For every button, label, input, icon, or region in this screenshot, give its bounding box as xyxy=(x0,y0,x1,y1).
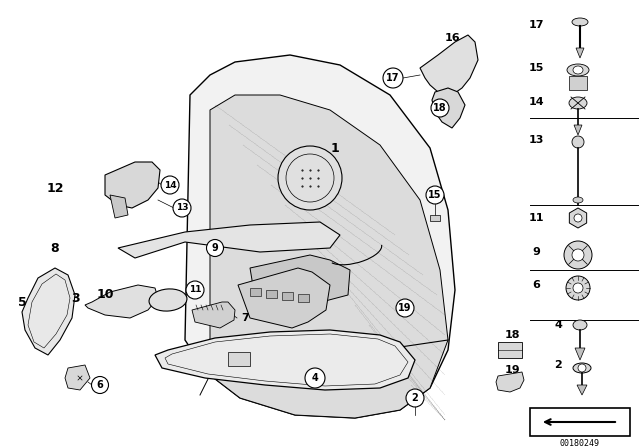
Circle shape xyxy=(92,376,109,393)
Text: 16: 16 xyxy=(444,33,460,43)
Circle shape xyxy=(406,389,424,407)
Polygon shape xyxy=(22,268,75,355)
Ellipse shape xyxy=(149,289,187,311)
Text: 18: 18 xyxy=(504,330,520,340)
Polygon shape xyxy=(420,35,478,98)
Text: 9: 9 xyxy=(212,243,218,253)
Circle shape xyxy=(566,276,590,300)
Ellipse shape xyxy=(569,97,587,109)
Text: 7: 7 xyxy=(241,313,249,323)
Text: 9: 9 xyxy=(532,247,540,257)
Polygon shape xyxy=(496,372,524,392)
Ellipse shape xyxy=(573,320,587,330)
Text: 8: 8 xyxy=(51,241,60,254)
Polygon shape xyxy=(432,88,465,128)
Circle shape xyxy=(396,299,414,317)
Polygon shape xyxy=(110,195,128,218)
Text: 15: 15 xyxy=(528,63,544,73)
Bar xyxy=(250,288,261,296)
Circle shape xyxy=(173,199,191,217)
Circle shape xyxy=(383,68,403,88)
Text: 19: 19 xyxy=(504,365,520,375)
Bar xyxy=(228,352,250,366)
Text: 11: 11 xyxy=(189,285,201,294)
Polygon shape xyxy=(576,48,584,58)
Text: 14: 14 xyxy=(164,181,176,190)
Text: 4: 4 xyxy=(554,320,562,330)
Text: 2: 2 xyxy=(554,360,562,370)
Text: 2: 2 xyxy=(412,393,419,403)
Bar xyxy=(298,294,309,302)
Circle shape xyxy=(161,176,179,194)
Circle shape xyxy=(278,146,342,210)
Text: 15: 15 xyxy=(428,190,442,200)
Bar xyxy=(569,76,587,90)
Ellipse shape xyxy=(572,18,588,26)
Polygon shape xyxy=(575,348,585,360)
Polygon shape xyxy=(577,385,587,395)
Text: 3: 3 xyxy=(70,292,79,305)
Circle shape xyxy=(572,136,584,148)
Text: 10: 10 xyxy=(96,289,114,302)
Polygon shape xyxy=(155,330,415,390)
Circle shape xyxy=(207,240,223,257)
Text: 17: 17 xyxy=(528,20,544,30)
Ellipse shape xyxy=(567,64,589,76)
Ellipse shape xyxy=(573,197,583,203)
Bar xyxy=(530,408,630,436)
Text: 14: 14 xyxy=(528,97,544,107)
Text: 6: 6 xyxy=(532,280,540,290)
Circle shape xyxy=(573,283,583,293)
Circle shape xyxy=(305,368,325,388)
Polygon shape xyxy=(185,55,455,418)
Bar xyxy=(498,342,522,358)
Polygon shape xyxy=(210,95,448,418)
Polygon shape xyxy=(65,365,90,390)
Text: 12: 12 xyxy=(46,181,64,194)
Circle shape xyxy=(574,214,582,222)
Polygon shape xyxy=(238,268,330,328)
Polygon shape xyxy=(574,125,582,135)
Text: 5: 5 xyxy=(18,296,26,309)
Circle shape xyxy=(426,186,444,204)
Circle shape xyxy=(186,281,204,299)
Circle shape xyxy=(431,99,449,117)
Text: 19: 19 xyxy=(398,303,412,313)
Bar xyxy=(282,292,293,300)
Text: 18: 18 xyxy=(433,103,447,113)
Text: 6: 6 xyxy=(97,380,104,390)
Ellipse shape xyxy=(573,363,591,373)
Ellipse shape xyxy=(573,66,583,74)
Polygon shape xyxy=(118,222,340,258)
Text: 13: 13 xyxy=(528,135,544,145)
Text: 17: 17 xyxy=(387,73,400,83)
Text: 11: 11 xyxy=(528,213,544,223)
Polygon shape xyxy=(85,285,158,318)
Circle shape xyxy=(564,241,592,269)
Text: 1: 1 xyxy=(331,142,339,155)
Polygon shape xyxy=(570,208,587,228)
Circle shape xyxy=(578,364,586,372)
Circle shape xyxy=(572,249,584,261)
Polygon shape xyxy=(192,302,235,328)
Text: 4: 4 xyxy=(312,373,318,383)
Text: 00180249: 00180249 xyxy=(560,439,600,448)
Bar xyxy=(430,215,440,221)
Polygon shape xyxy=(250,255,350,308)
Text: 13: 13 xyxy=(176,203,188,212)
Polygon shape xyxy=(105,162,160,208)
Bar xyxy=(266,290,277,298)
